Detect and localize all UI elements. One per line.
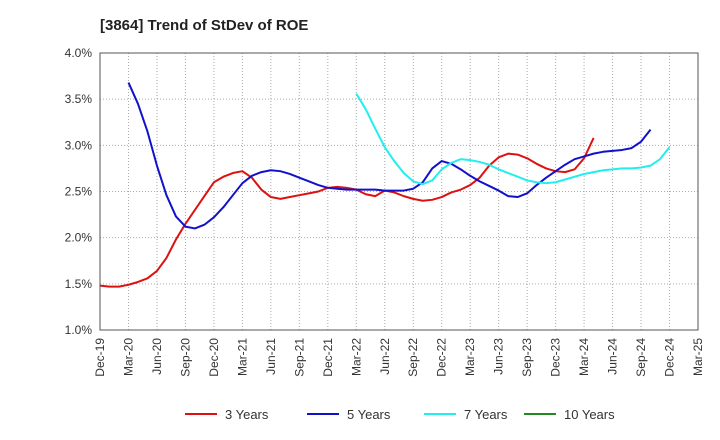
x-tick-label: Sep-22 bbox=[406, 338, 420, 377]
x-tick-label: Mar-20 bbox=[121, 338, 135, 376]
x-axis-ticks: Dec-19 Mar-20 Jun-20 Sep-20 Dec-20 Mar-21 Jun-… bbox=[93, 338, 705, 377]
y-tick-label: 2.5% bbox=[65, 185, 93, 199]
legend-label: 3 Years bbox=[225, 407, 269, 422]
series-line-5-years bbox=[127, 82, 652, 230]
y-tick-label: 1.0% bbox=[65, 323, 93, 337]
x-tick-label: Jun-22 bbox=[378, 338, 392, 375]
x-tick-label: Mar-24 bbox=[577, 338, 591, 376]
x-tick-label: Mar-23 bbox=[463, 338, 477, 376]
x-tick-label: Dec-22 bbox=[435, 338, 449, 377]
y-tick-label: 4.0% bbox=[65, 46, 93, 60]
series-line-7-years bbox=[355, 93, 671, 186]
x-tick-label: Jun-21 bbox=[264, 338, 278, 375]
x-tick-label: Dec-23 bbox=[549, 338, 563, 377]
y-tick-label: 3.0% bbox=[65, 138, 93, 152]
x-tick-label: Mar-22 bbox=[349, 338, 363, 376]
x-tick-label: Jun-23 bbox=[492, 338, 506, 375]
chart-title: [3864] Trend of StDev of ROE bbox=[100, 17, 308, 34]
x-tick-label: Jun-24 bbox=[606, 338, 620, 375]
y-tick-label: 3.5% bbox=[65, 92, 93, 106]
y-tick-label: 1.5% bbox=[65, 277, 93, 291]
y-axis-ticks: 1.0% 1.5% 2.0% 2.5% 3.0% 3.5% 4.0% bbox=[65, 46, 93, 337]
plot-area-frame bbox=[99, 52, 699, 331]
x-tick-label: Dec-24 bbox=[663, 338, 677, 377]
x-tick-label: Sep-24 bbox=[634, 338, 648, 377]
x-tick-label: Dec-19 bbox=[93, 338, 107, 377]
x-tick-label: Sep-23 bbox=[520, 338, 534, 377]
legend-label: 10 Years bbox=[564, 407, 615, 422]
legend-label: 5 Years bbox=[347, 407, 391, 422]
x-tick-label: Sep-20 bbox=[178, 338, 192, 377]
series-lines bbox=[99, 82, 671, 288]
series-line-3-years bbox=[99, 137, 595, 288]
x-tick-label: Dec-20 bbox=[207, 338, 221, 377]
y-tick-label: 2.0% bbox=[65, 231, 93, 245]
x-tick-label: Sep-21 bbox=[292, 338, 306, 377]
x-tick-label: Jun-20 bbox=[150, 338, 164, 375]
x-tick-label: Dec-21 bbox=[321, 338, 335, 377]
x-tick-label: Mar-21 bbox=[235, 338, 249, 376]
x-tick-label: Mar-25 bbox=[691, 338, 705, 376]
legend: 3 Years 5 Years 7 Years 10 Years bbox=[185, 407, 615, 422]
legend-label: 7 Years bbox=[464, 407, 508, 422]
